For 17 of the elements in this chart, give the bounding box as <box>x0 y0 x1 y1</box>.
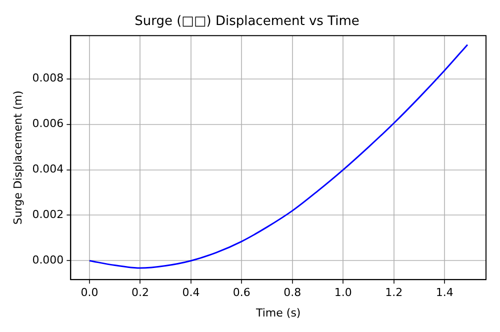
x-axis-title: Time (s) <box>254 306 301 320</box>
x-tick-label: 0.2 <box>131 286 149 300</box>
y-tick-label: 0.002 <box>32 208 64 222</box>
x-tick-label: 0.4 <box>182 286 200 300</box>
x-tick-label: 1.4 <box>436 286 454 300</box>
chart-title: Surge (□□) Displacement vs Time <box>134 14 360 30</box>
y-tick-label: 0.006 <box>32 117 64 130</box>
line-series <box>88 44 468 269</box>
x-tick-label: 0.8 <box>284 286 302 300</box>
y-tick-label: 0.000 <box>32 254 64 267</box>
x-tick-label: 1.2 <box>385 286 403 300</box>
x-tick-label: 1.0 <box>334 286 352 300</box>
y-tick-label: 0.004 <box>32 162 64 176</box>
y-tick-label: 0.008 <box>32 72 64 85</box>
x-tick-label: 0.0 <box>80 286 98 300</box>
y-axis-title: Surge Displacement (m) <box>11 90 24 225</box>
x-tick-label: 0.6 <box>232 286 250 300</box>
